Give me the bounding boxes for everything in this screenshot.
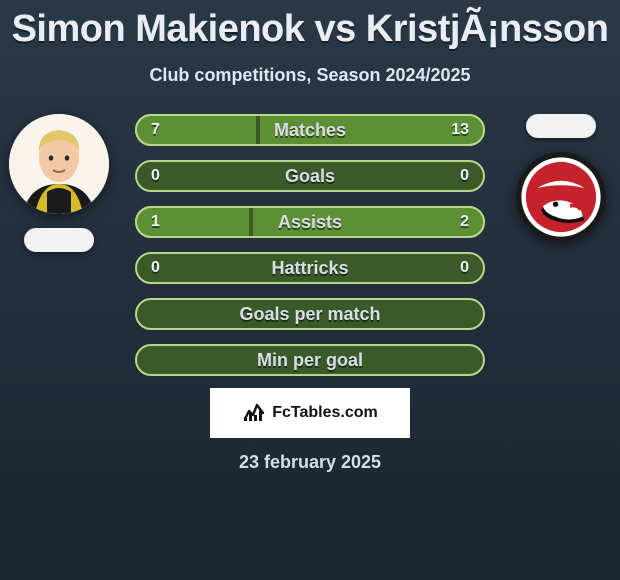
right-player-flag: [526, 114, 596, 138]
stat-value-left: 7: [151, 121, 160, 139]
stat-value-left: 1: [151, 213, 160, 231]
stat-row: 0 0 Goals: [135, 160, 485, 192]
stat-value-right: 13: [451, 121, 469, 139]
stat-row: 7 13 Matches: [135, 114, 485, 146]
stat-label: Goals per match: [239, 304, 380, 325]
stat-value-right: 0: [460, 259, 469, 277]
left-player-avatar: [9, 114, 109, 214]
stat-label: Assists: [278, 212, 342, 233]
stat-row: 1 2 Assists: [135, 206, 485, 238]
stat-value-left: 0: [151, 259, 160, 277]
site-logo-text: FcTables.com: [272, 404, 378, 422]
stat-value-right: 2: [460, 213, 469, 231]
stat-value-right: 0: [460, 167, 469, 185]
stat-label: Matches: [274, 120, 346, 141]
stat-row: Min per goal: [135, 344, 485, 376]
stat-label: Hattricks: [271, 258, 348, 279]
site-logo: FcTables.com: [210, 388, 410, 438]
right-club-logo: [516, 152, 606, 242]
right-player-column: [506, 114, 616, 242]
stat-label: Min per goal: [257, 350, 363, 371]
page-title: Simon Makienok vs KristjÃ¡nsson: [0, 0, 620, 51]
left-player-column: [4, 114, 114, 252]
left-player-flag: [24, 228, 94, 252]
stats-bars: 7 13 Matches 0 0 Goals 1 2 Assists 0 0 Hattricks Goa…: [135, 114, 485, 376]
chart-icon: [242, 399, 266, 428]
stat-row: Goals per match: [135, 298, 485, 330]
stat-label: Goals: [285, 166, 335, 187]
stat-value-left: 0: [151, 167, 160, 185]
subtitle: Club competitions, Season 2024/2025: [0, 65, 620, 86]
stat-row: 0 0 Hattricks: [135, 252, 485, 284]
date-line: 23 february 2025: [0, 452, 620, 473]
